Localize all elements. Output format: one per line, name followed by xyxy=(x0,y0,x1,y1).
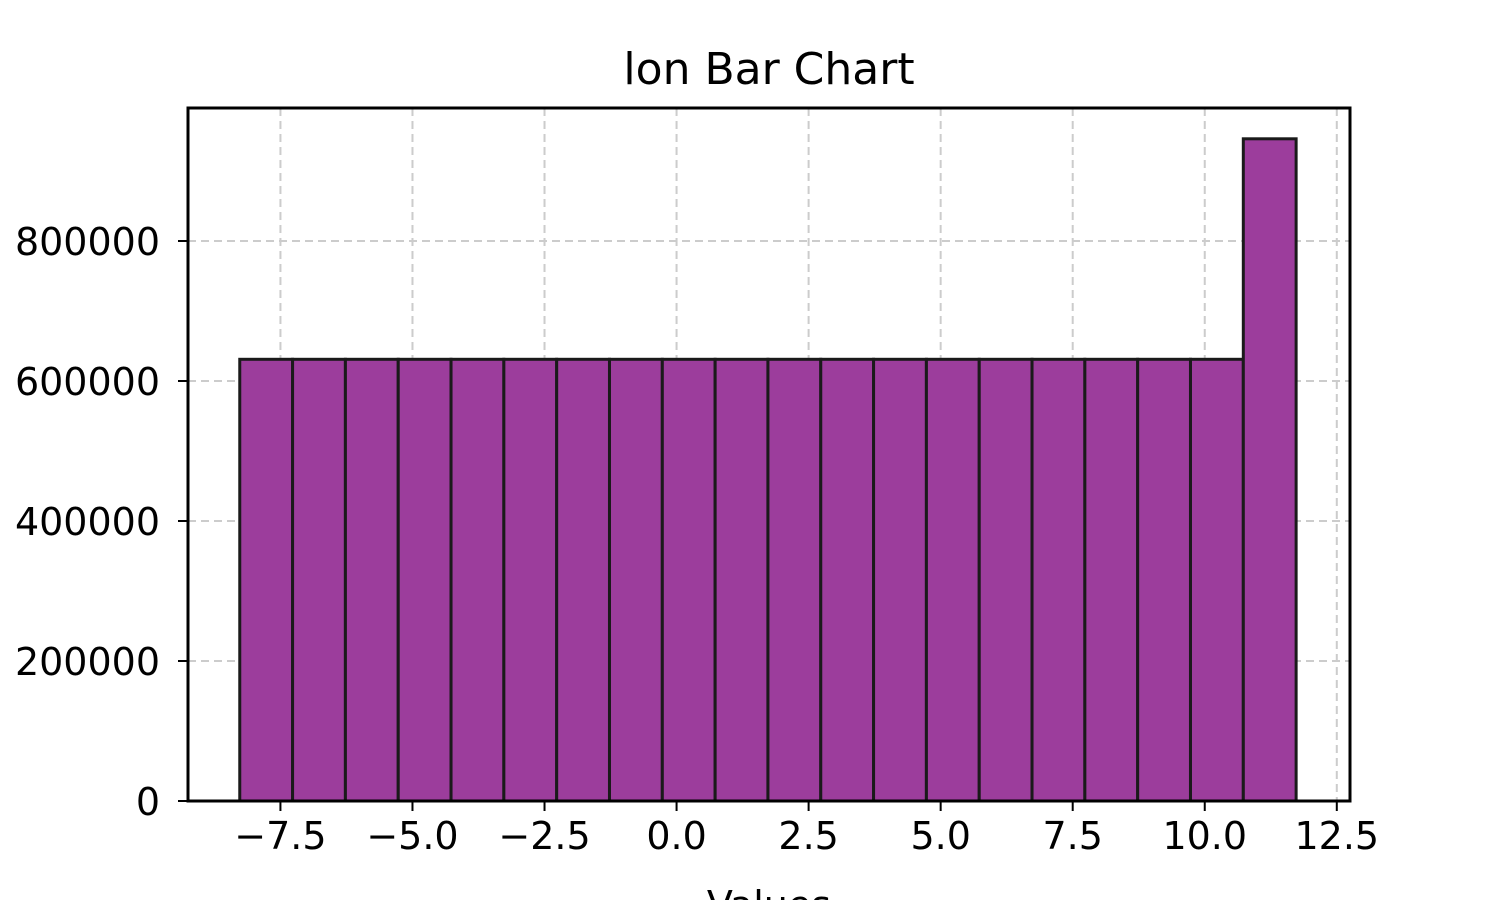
y-tick-label: 200000 xyxy=(15,640,160,684)
histogram-bar xyxy=(343,357,400,803)
histogram-bar xyxy=(238,357,295,803)
chart-title: lon Bar Chart xyxy=(623,44,914,95)
plot-area-frame xyxy=(186,106,1352,803)
y-tick-label: 0 xyxy=(136,780,160,824)
x-tick-label: −7.5 xyxy=(234,814,326,858)
x-axis-ticks: −7.5 −5.0 −2.5 0.0 2.5 5.0 7.5 10.0 12.5 xyxy=(234,801,1379,858)
histogram-bar xyxy=(1188,357,1245,803)
histogram-bars xyxy=(238,137,1298,803)
histogram-bar xyxy=(660,357,717,803)
x-tick-label: −5.0 xyxy=(366,814,458,858)
histogram-bar xyxy=(555,357,611,803)
y-axis-ticks: 0 200000 400000 600000 800000 xyxy=(15,220,188,824)
histogram-bar xyxy=(1241,137,1298,803)
x-axis-label: Values xyxy=(707,883,831,900)
histogram-bar xyxy=(766,357,823,803)
histogram-bar xyxy=(819,357,876,803)
x-tick-label: 2.5 xyxy=(778,814,838,858)
histogram-bar xyxy=(1083,357,1140,803)
x-tick-label: 5.0 xyxy=(910,814,970,858)
histogram-bar xyxy=(924,357,981,803)
histogram-bar xyxy=(396,357,453,803)
histogram-bar xyxy=(502,357,559,803)
histogram-bar xyxy=(449,357,506,803)
y-tick-label: 800000 xyxy=(15,220,160,264)
x-tick-label: 12.5 xyxy=(1294,814,1379,858)
x-tick-label: 0.0 xyxy=(646,814,706,858)
x-tick-label: −2.5 xyxy=(498,814,590,858)
histogram-bar xyxy=(1030,357,1087,803)
y-tick-label: 600000 xyxy=(15,360,160,404)
histogram-bar xyxy=(291,357,347,803)
histogram-bar xyxy=(1136,357,1192,803)
x-tick-label: 7.5 xyxy=(1042,814,1102,858)
histogram-bar xyxy=(872,357,928,803)
histogram-bar xyxy=(607,357,664,803)
x-tick-label: 10.0 xyxy=(1162,814,1247,858)
histogram-bar xyxy=(977,357,1034,803)
histogram-bar xyxy=(713,357,770,803)
y-tick-label: 400000 xyxy=(15,500,160,544)
